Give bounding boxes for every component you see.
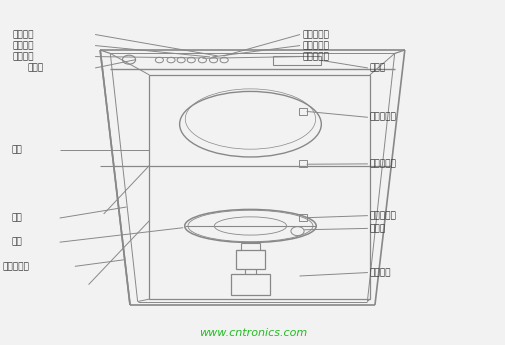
Text: 高水位按鈕: 高水位按鈕 [302,30,329,39]
Bar [298,214,306,221]
Bar [236,250,264,269]
Text: 中水位开关: 中水位开关 [369,159,395,168]
Text: 低水位开关: 低水位开关 [369,211,395,220]
Bar [231,274,269,295]
Text: 排水口: 排水口 [369,224,385,233]
Bar [298,160,306,167]
Text: 显示器: 显示器 [369,63,385,72]
Text: 内桶: 内桶 [11,146,22,155]
Text: 排水按鈕: 排水按鈕 [13,41,34,50]
Text: 低水位按鈕: 低水位按鈕 [302,52,329,61]
Bar [273,56,321,65]
Text: 启动按鈕: 启动按鈕 [13,52,34,61]
Bar [149,75,369,299]
Text: 洗涤电机: 洗涤电机 [369,268,390,277]
Text: 拨盘: 拨盘 [11,238,22,247]
Text: www.cntronics.com: www.cntronics.com [198,328,307,338]
Text: 外桶: 外桶 [11,214,22,223]
Text: 高水位开关: 高水位开关 [369,113,395,122]
Text: 停止按鈕: 停止按鈕 [13,30,34,39]
Bar [298,108,306,115]
Text: 进水口: 进水口 [28,63,44,72]
Text: 中水位按鈕: 中水位按鈕 [302,41,329,50]
Text: 电磁离合器: 电磁离合器 [3,262,29,271]
